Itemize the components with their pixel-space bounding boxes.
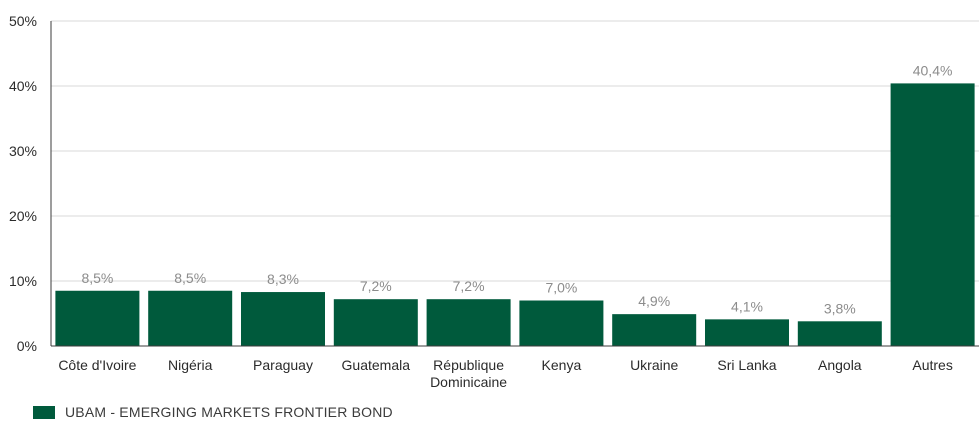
x-tick-label: Côte d'Ivoire xyxy=(58,357,136,373)
bar xyxy=(797,321,882,346)
x-tick-label: Angola xyxy=(818,357,862,373)
data-label: 4,9% xyxy=(638,293,670,309)
data-label: 7,0% xyxy=(545,280,577,296)
y-tick-label: 30% xyxy=(9,143,37,159)
x-tick-label: Kenya xyxy=(542,357,582,373)
data-label: 8,5% xyxy=(174,270,206,286)
legend-label: UBAM - EMERGING MARKETS FRONTIER BOND xyxy=(65,404,393,420)
data-label: 3,8% xyxy=(824,300,856,316)
data-label: 4,1% xyxy=(731,298,763,314)
bar xyxy=(890,83,975,347)
y-tick-label: 40% xyxy=(9,78,37,94)
x-tick-label: Sri Lanka xyxy=(717,357,776,373)
legend: UBAM - EMERGING MARKETS FRONTIER BOND xyxy=(33,404,393,420)
x-tick-label: Dominicaine xyxy=(430,374,507,390)
y-tick-label: 10% xyxy=(9,273,37,289)
bar-chart: 0% 10% 20% 30% 40% 50% 8,5% Côte d'Ivoire 8,5% Ni… xyxy=(9,13,979,390)
bar xyxy=(705,319,789,346)
bar xyxy=(55,290,140,346)
x-tick-label: République xyxy=(433,357,504,373)
x-tick-label: Nigéria xyxy=(168,357,213,373)
x-tick-label: Autres xyxy=(912,357,952,373)
y-tick-label: 20% xyxy=(9,208,37,224)
bar xyxy=(426,299,511,346)
y-tick-label: 0% xyxy=(17,338,37,354)
y-tick-label: 50% xyxy=(9,13,37,29)
bar xyxy=(148,290,233,346)
x-tick-label: Guatemala xyxy=(342,357,411,373)
data-label: 8,3% xyxy=(267,271,299,287)
data-label: 7,2% xyxy=(360,278,392,294)
data-label: 7,2% xyxy=(453,278,485,294)
bar xyxy=(612,314,697,346)
legend-swatch xyxy=(33,405,55,419)
x-tick-label: Paraguay xyxy=(253,357,313,373)
x-tick-label: Ukraine xyxy=(630,357,678,373)
data-label: 40,4% xyxy=(913,62,953,78)
bar xyxy=(519,300,604,346)
bar xyxy=(333,299,418,346)
bar xyxy=(241,292,325,346)
data-label: 8,5% xyxy=(81,270,113,286)
